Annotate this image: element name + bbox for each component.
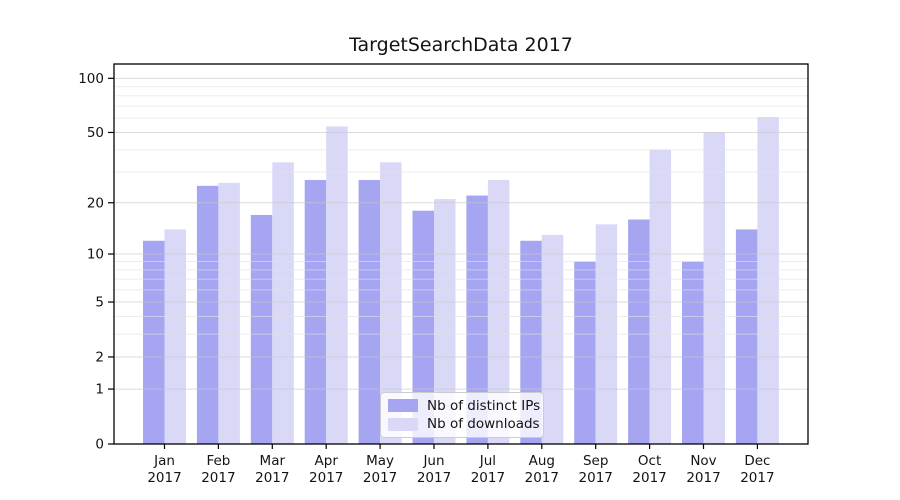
bar-downloads-jul: [487, 179, 510, 444]
x-tick-label-month: Jul: [479, 453, 496, 469]
y-tick-label: 5: [95, 295, 104, 311]
x-tick-label-year: 2017: [255, 470, 289, 486]
x-tick-label-year: 2017: [579, 470, 613, 486]
bar-downloads-nov: [703, 132, 725, 444]
x-tick-label-month: Aug: [529, 453, 555, 469]
y-tick-label: 1: [95, 382, 104, 398]
x-tick-label-month: Feb: [206, 453, 230, 469]
x-tick-label-year: 2017: [147, 470, 181, 486]
bar-distinct-ips-jan: [143, 240, 165, 444]
legend-label-distinct-ips: Nb of distinct IPs: [427, 397, 541, 414]
bar-distinct-ips-jun: [412, 210, 434, 444]
x-tick-label-year: 2017: [417, 470, 451, 486]
y-tick-label: 100: [78, 71, 104, 87]
x-tick-label-month: Dec: [744, 453, 770, 469]
x-tick-label-month: Apr: [315, 453, 339, 469]
chart-title: TargetSearchData 2017: [349, 34, 573, 56]
legend-item-distinct-ips: Nb of distinct IPs: [388, 398, 540, 414]
y-tick-label: 20: [87, 195, 104, 211]
x-tick-label-year: 2017: [471, 470, 505, 486]
x-tick-label-month: May: [366, 453, 394, 469]
y-tick-label: 0: [95, 437, 104, 453]
bar-distinct-ips-mar: [250, 214, 273, 444]
y-tick-label: 2: [95, 349, 104, 365]
bar-distinct-ips-may: [358, 179, 381, 444]
x-tick-label-month: Oct: [638, 453, 661, 469]
bar-downloads-aug: [541, 234, 564, 444]
x-tick-label-year: 2017: [309, 470, 343, 486]
x-tick-label-month: Jun: [422, 453, 444, 469]
bar-distinct-ips-feb: [196, 185, 219, 445]
x-tick-label-month: Jan: [153, 453, 175, 469]
legend-swatch-distinct-ips: [388, 399, 418, 413]
bar-downloads-dec: [757, 116, 779, 444]
x-tick-label-year: 2017: [363, 470, 397, 486]
x-tick-label-month: Nov: [690, 453, 716, 469]
x-tick-label-month: Mar: [260, 453, 286, 469]
x-tick-label-year: 2017: [686, 470, 720, 486]
x-tick-label-year: 2017: [201, 470, 235, 486]
bar-distinct-ips-sep: [574, 261, 596, 444]
bar-downloads-oct: [649, 149, 672, 444]
bar-distinct-ips-jul: [466, 195, 488, 444]
bar-downloads-feb: [218, 182, 240, 444]
bar-downloads-apr: [326, 126, 348, 444]
x-tick-label-year: 2017: [740, 470, 774, 486]
bar-downloads-mar: [272, 162, 294, 444]
legend-swatch-downloads: [388, 417, 418, 431]
y-tick-label: 50: [87, 125, 104, 141]
legend: Nb of distinct IPs Nb of downloads: [380, 392, 544, 438]
bar-downloads-jan: [164, 229, 186, 444]
bar-distinct-ips-nov: [682, 261, 704, 444]
bar-downloads-may: [380, 162, 402, 444]
x-tick-label-year: 2017: [632, 470, 666, 486]
x-tick-label-month: Sep: [583, 453, 608, 469]
bar-downloads-jun: [434, 199, 456, 444]
bar-distinct-ips-dec: [735, 229, 758, 444]
bar-distinct-ips-oct: [628, 219, 650, 444]
x-tick-label-year: 2017: [525, 470, 559, 486]
bar-distinct-ips-apr: [304, 179, 327, 444]
y-tick-label: 10: [87, 247, 104, 263]
legend-item-downloads: Nb of downloads: [388, 416, 540, 432]
legend-label-downloads: Nb of downloads: [427, 416, 540, 433]
